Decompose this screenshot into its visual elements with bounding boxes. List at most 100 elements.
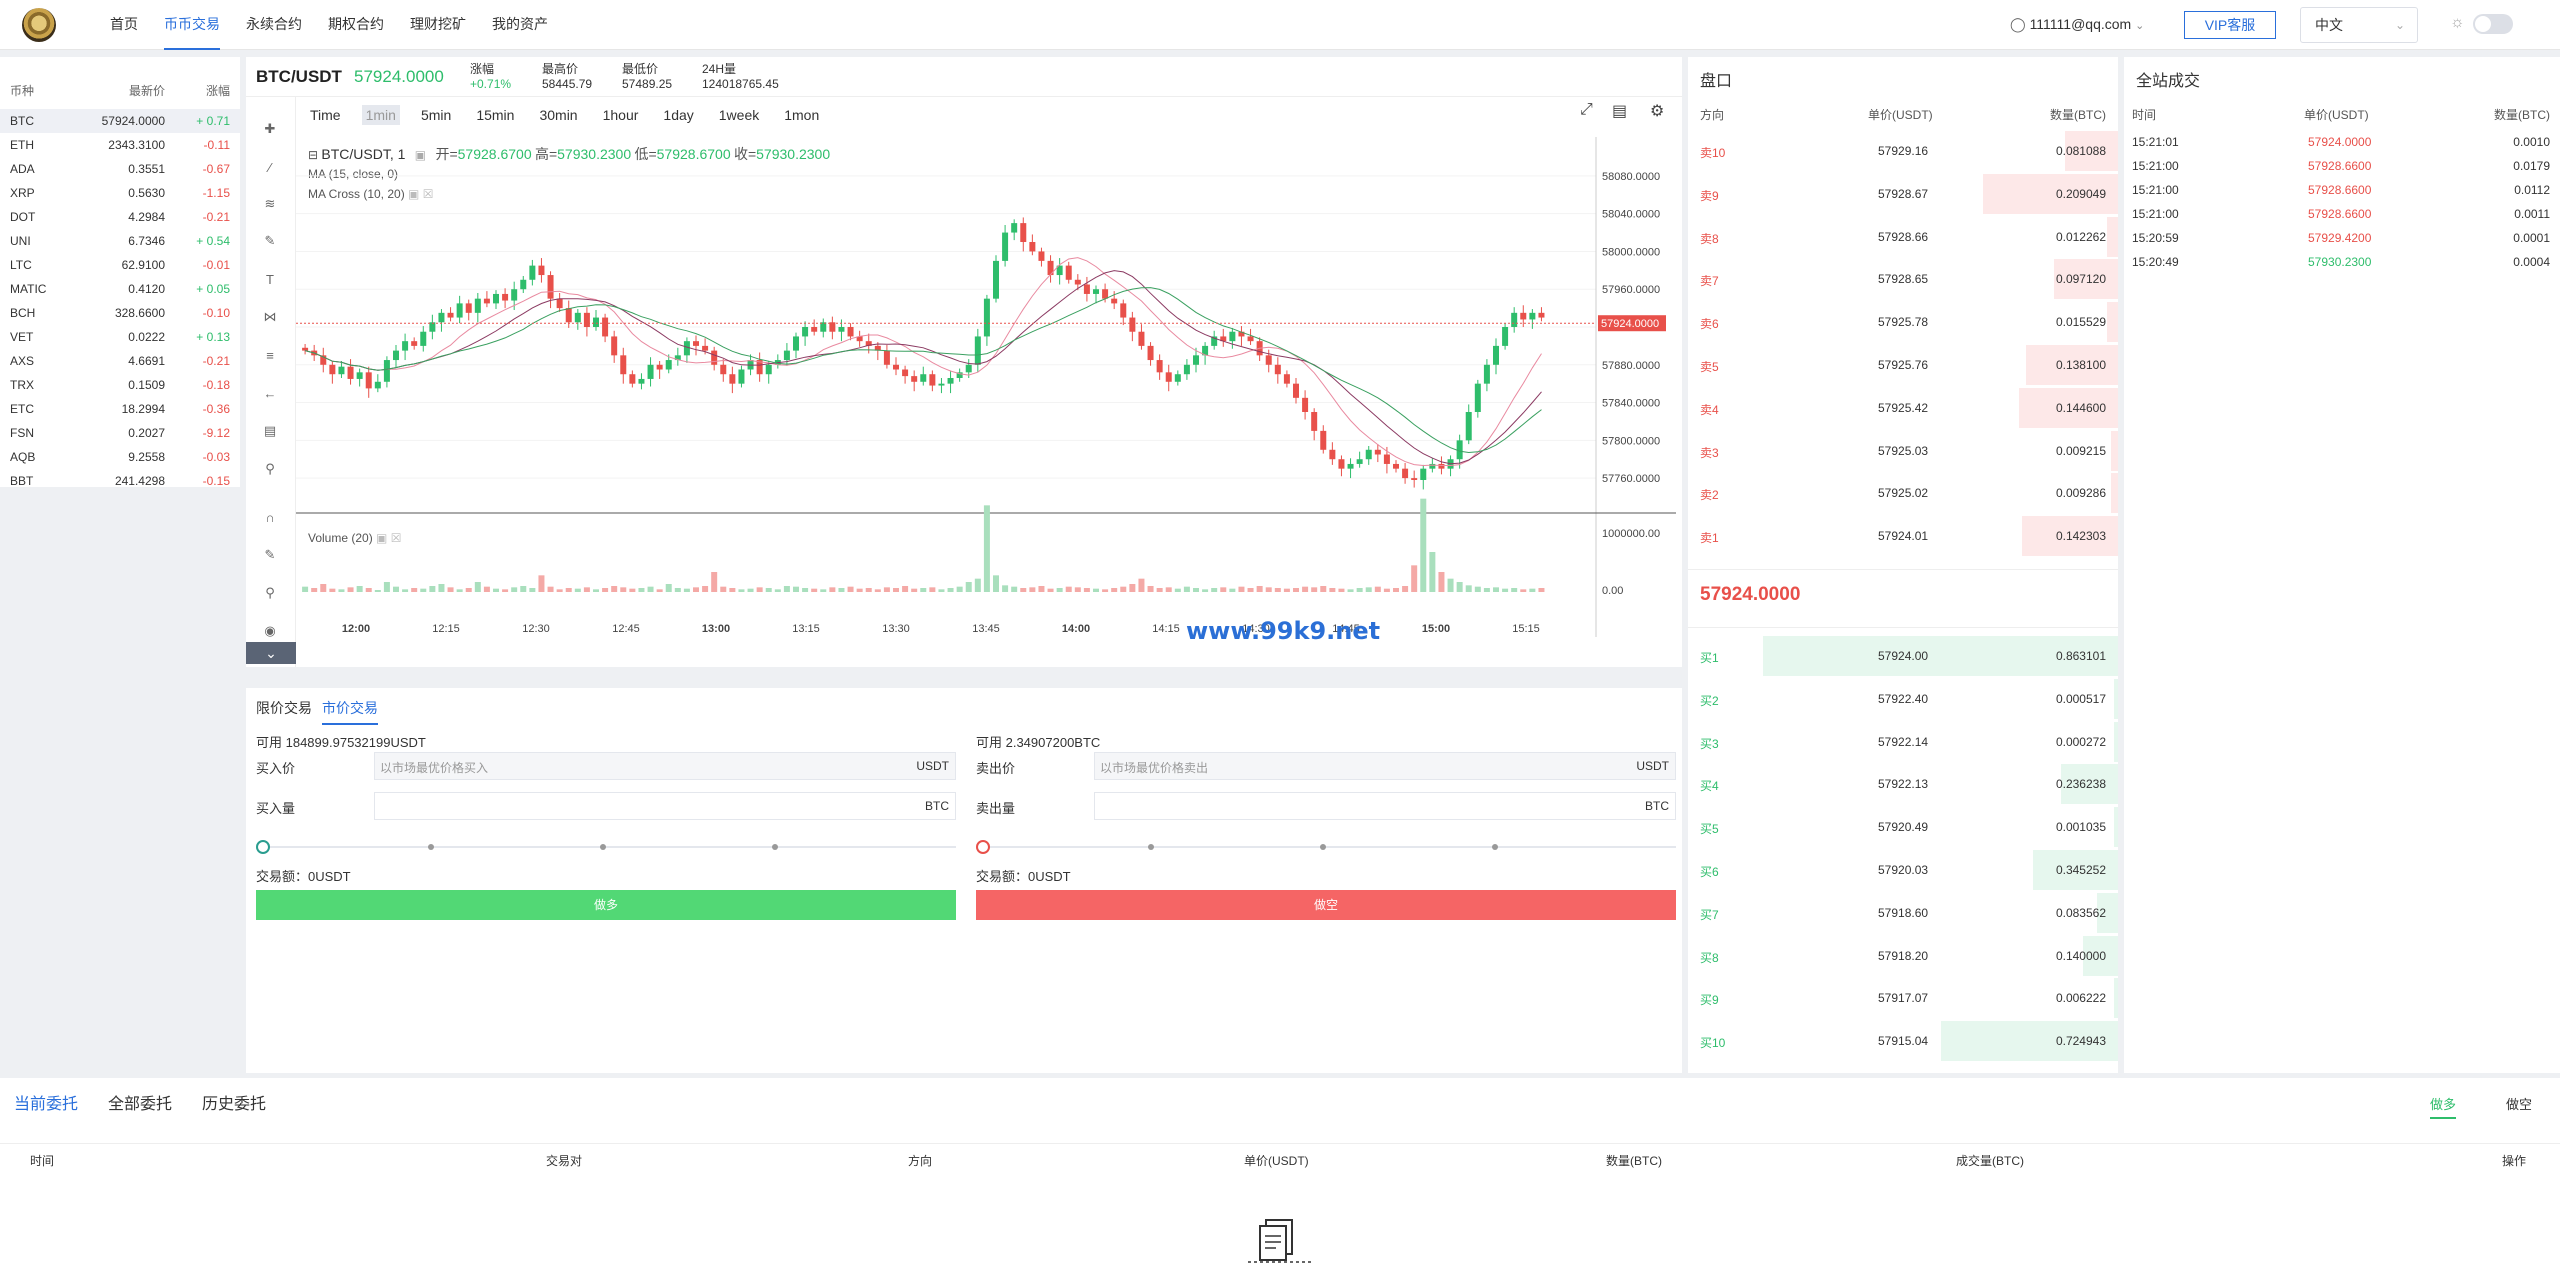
- lock-icon[interactable]: ⚲: [265, 585, 275, 600]
- magnet-icon[interactable]: ∩: [265, 509, 275, 525]
- market-row[interactable]: AQB 9.2558 -0.03: [0, 445, 240, 469]
- market-row[interactable]: ETH 2343.3100 -0.11: [0, 133, 240, 157]
- market-row[interactable]: UNI 6.7346 + 0.54: [0, 229, 240, 253]
- timeframe-option[interactable]: 1min: [361, 105, 400, 125]
- ask-row[interactable]: 卖7 57928.65 0.097120: [1688, 259, 2118, 300]
- eye-icon[interactable]: ◉: [264, 623, 276, 638]
- market-row[interactable]: BBT 241.4298 -0.15: [0, 469, 240, 493]
- fullscreen-icon[interactable]: ⤢: [1580, 101, 1593, 118]
- legend-settings-icon[interactable]: ▣: [414, 148, 427, 162]
- nav-item[interactable]: 期权合约: [328, 16, 384, 32]
- ask-row[interactable]: 卖9 57928.67 0.209049: [1688, 173, 2118, 214]
- filter-short-button[interactable]: 做空: [2506, 1097, 2533, 1112]
- ask-row[interactable]: 卖1 57924.01 0.142303: [1688, 516, 2118, 557]
- crosshair-icon[interactable]: ✚: [264, 121, 276, 136]
- indicators-icon[interactable]: ▤: [1612, 103, 1628, 120]
- bid-row[interactable]: 买6 57920.03 0.345252: [1688, 850, 2118, 890]
- filter-long-button[interactable]: 做多: [2430, 1094, 2457, 1119]
- pattern-icon[interactable]: ⋈: [263, 309, 277, 324]
- sell-qty-input[interactable]: BTC: [1094, 792, 1676, 820]
- slider-handle[interactable]: [256, 840, 270, 854]
- measure-icon[interactable]: ▤: [263, 423, 277, 438]
- ask-row[interactable]: 卖2 57925.02 0.009286: [1688, 473, 2118, 514]
- timeframe-option[interactable]: 5min: [420, 107, 452, 123]
- market-row[interactable]: AXS 4.6691 -0.21: [0, 349, 240, 373]
- market-row[interactable]: BTC 57924.0000 + 0.71: [0, 109, 240, 133]
- bid-row[interactable]: 买7 57918.60 0.083562: [1688, 892, 2118, 933]
- ask-row[interactable]: 卖3 57925.03 0.009215: [1688, 430, 2118, 471]
- market-row[interactable]: XRP 0.5630 -1.15: [0, 181, 240, 205]
- nav-item[interactable]: 我的资产: [492, 16, 548, 32]
- buy-price-input[interactable]: 以市场最优价格买入 USDT: [374, 752, 956, 780]
- bid-row[interactable]: 买8 57918.20 0.140000: [1688, 935, 2118, 976]
- tab-limit-order[interactable]: 限价交易: [256, 700, 312, 716]
- brush-icon[interactable]: ✎: [264, 233, 276, 248]
- timeframe-option[interactable]: 1mon: [784, 107, 820, 123]
- market-row[interactable]: ETC 18.2994 -0.36: [0, 397, 240, 421]
- zoom-icon[interactable]: ⚲: [265, 461, 275, 476]
- prediction-icon[interactable]: ≡: [266, 347, 274, 363]
- buy-qty-input[interactable]: BTC: [374, 792, 956, 820]
- market-row[interactable]: ADA 0.3551 -0.67: [0, 157, 240, 181]
- nav-item[interactable]: 永续合约: [246, 16, 302, 32]
- language-select[interactable]: 中文 ⌄: [2300, 7, 2418, 43]
- toolbar-collapse-chevron-icon[interactable]: ⌄: [246, 642, 296, 664]
- trendline-icon[interactable]: ∕: [268, 159, 272, 175]
- slider-mark[interactable]: [428, 844, 434, 850]
- market-row[interactable]: MATIC 0.4120 + 0.05: [0, 277, 240, 301]
- user-menu[interactable]: ◯ 111111@qq.com ⌄: [2010, 16, 2144, 33]
- bid-row[interactable]: 买4 57922.13 0.236238: [1688, 764, 2118, 805]
- text-tool-icon[interactable]: T: [266, 271, 274, 287]
- market-row[interactable]: DOT 4.2984 -0.21: [0, 205, 240, 229]
- bid-row[interactable]: 买1 57924.00 0.863101: [1688, 636, 2118, 676]
- bid-row[interactable]: 买10 57915.04 0.724943: [1688, 1021, 2118, 1062]
- sell-percent-slider[interactable]: [976, 840, 1676, 854]
- slider-handle[interactable]: [976, 840, 990, 854]
- tab-history-orders[interactable]: 历史委托: [202, 1096, 267, 1113]
- nav-item[interactable]: 理财挖矿: [410, 16, 466, 32]
- collapse-icon[interactable]: ⊟: [308, 148, 319, 162]
- slider-mark[interactable]: [1320, 844, 1326, 850]
- vip-service-button[interactable]: VIP客服: [2184, 11, 2276, 39]
- fib-icon[interactable]: ≋: [264, 196, 276, 211]
- timeframe-option[interactable]: Time: [310, 107, 341, 123]
- bid-row[interactable]: 买3 57922.14 0.000272: [1688, 721, 2118, 762]
- slider-mark[interactable]: [1492, 844, 1498, 850]
- market-row[interactable]: VET 0.0222 + 0.13: [0, 325, 240, 349]
- logo-icon[interactable]: [22, 8, 56, 42]
- nav-item[interactable]: 首页: [110, 16, 138, 32]
- market-row[interactable]: LTC 62.9100 -0.01: [0, 253, 240, 277]
- settings-gear-icon[interactable]: ⚙: [1650, 103, 1665, 120]
- sell-price-input[interactable]: 以市场最优价格卖出 USDT: [1094, 752, 1676, 780]
- market-row[interactable]: BCH 328.6600 -0.10: [0, 301, 240, 325]
- market-row[interactable]: FSN 0.2027 -9.12: [0, 421, 240, 445]
- slider-mark[interactable]: [1148, 844, 1154, 850]
- buy-percent-slider[interactable]: [256, 840, 956, 854]
- sell-short-button[interactable]: 做空: [976, 890, 1676, 920]
- theme-toggle[interactable]: [2473, 14, 2513, 34]
- timeframe-option[interactable]: 1hour: [602, 107, 639, 123]
- timeframe-option[interactable]: 30min: [539, 107, 578, 123]
- slider-mark[interactable]: [600, 844, 606, 850]
- back-arrow-icon[interactable]: ←: [263, 385, 277, 401]
- volume-settings-icon[interactable]: ▣ ☒: [376, 531, 402, 545]
- bid-row[interactable]: 买5 57920.49 0.001035: [1688, 807, 2118, 848]
- bid-row[interactable]: 买9 57917.07 0.006222: [1688, 978, 2118, 1019]
- slider-mark[interactable]: [772, 844, 778, 850]
- tab-current-orders[interactable]: 当前委托: [14, 1096, 79, 1113]
- draw-lock-icon[interactable]: ✎: [264, 547, 276, 562]
- nav-item[interactable]: 币币交易: [164, 0, 220, 50]
- ask-row[interactable]: 卖4 57925.42 0.144600: [1688, 387, 2118, 428]
- ask-row[interactable]: 卖8 57928.66 0.012262: [1688, 216, 2118, 257]
- ask-row[interactable]: 卖10 57929.16 0.081088: [1688, 131, 2118, 171]
- timeframe-option[interactable]: 1week: [718, 107, 760, 123]
- timeframe-option[interactable]: 1day: [663, 107, 694, 123]
- buy-long-button[interactable]: 做多: [256, 890, 956, 920]
- tab-market-order[interactable]: 市价交易: [322, 698, 378, 725]
- market-row[interactable]: TRX 0.1509 -0.18: [0, 373, 240, 397]
- tab-all-orders[interactable]: 全部委托: [108, 1096, 173, 1113]
- bid-row[interactable]: 买2 57922.40 0.000517: [1688, 678, 2118, 719]
- ask-row[interactable]: 卖6 57925.78 0.015529: [1688, 302, 2118, 343]
- timeframe-option[interactable]: 15min: [476, 107, 515, 123]
- price-chart[interactable]: 58080.0000 58040.0000 58000.0000 57960.0000…: [296, 137, 1676, 637]
